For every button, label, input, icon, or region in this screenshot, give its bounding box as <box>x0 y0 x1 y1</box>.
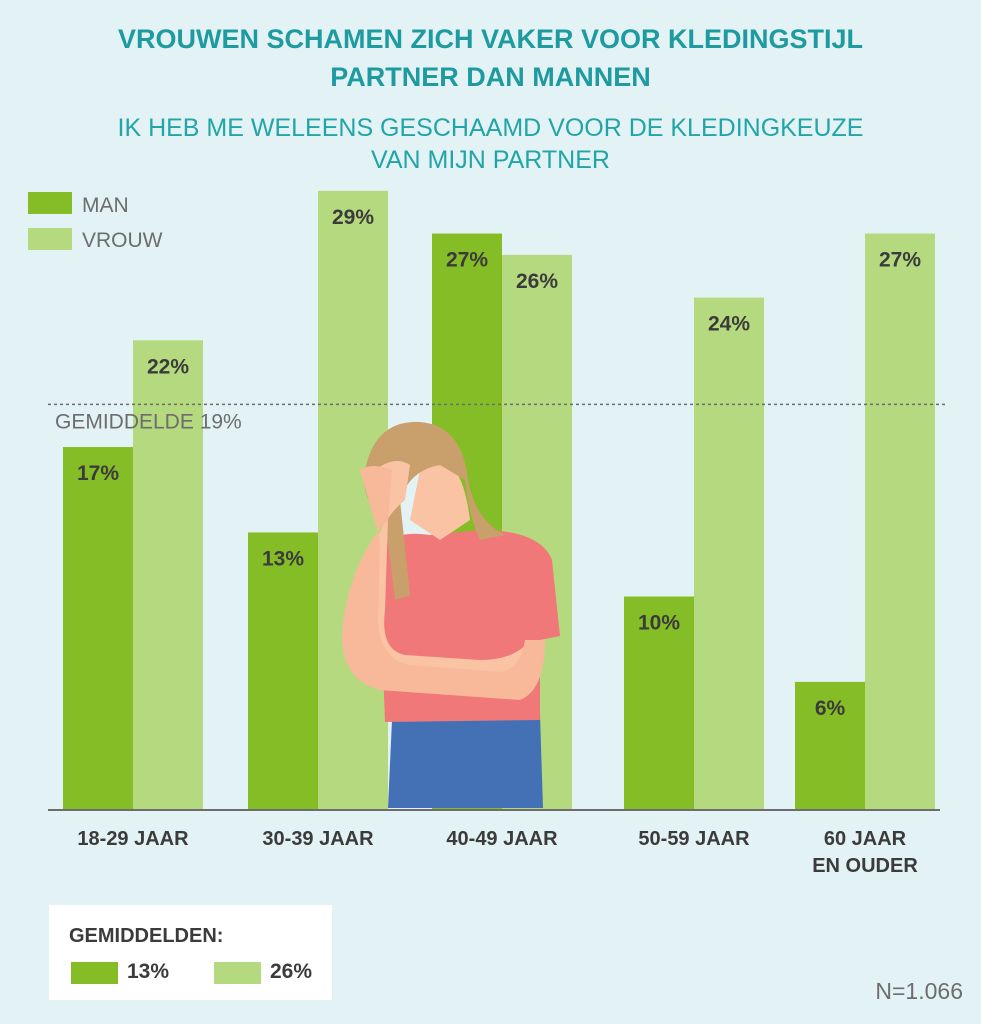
x-tick-label: 18-29 JAAR <box>77 828 189 850</box>
chart-title: VROUWEN SCHAMEN ZICH VAKER VOOR KLEDINGS… <box>0 20 981 96</box>
bar-value-label: 6% <box>815 697 846 720</box>
title-line-2: PARTNER DAN MANNEN <box>330 62 651 92</box>
x-tick-label: 30-39 JAAR <box>262 828 374 850</box>
legend-label-vrouw: VROUW <box>82 229 163 252</box>
average-swatch-vrouw <box>214 962 261 984</box>
legend-label-man: MAN <box>82 194 129 217</box>
averages-title: GEMIDDELDEN: <box>69 925 224 947</box>
averages-box: GEMIDDELDEN: 13% 26% <box>49 905 332 1000</box>
bar-man-5 <box>795 681 865 810</box>
x-tick-label: 60 JAAR <box>824 828 907 850</box>
bar-value-label: 10% <box>638 612 680 635</box>
average-vrouw-value: 26% <box>270 960 313 983</box>
bar-vrouw-5 <box>865 233 935 811</box>
average-man-value: 13% <box>127 960 170 983</box>
bar-value-label: 13% <box>262 547 304 570</box>
legend: MAN VROUW <box>28 192 163 252</box>
bar-man-1 <box>63 447 133 810</box>
ashamed-woman-illustration <box>341 421 560 808</box>
legend-swatch-vrouw <box>28 228 72 250</box>
bar-vrouw-1 <box>133 340 203 810</box>
bar-man-4 <box>624 596 694 810</box>
bar-value-label: 26% <box>516 270 558 293</box>
sample-size: N=1.066 <box>875 978 963 1004</box>
average-swatch-man <box>71 962 118 984</box>
title-line-1: VROUWEN SCHAMEN ZICH VAKER VOOR KLEDINGS… <box>117 24 864 54</box>
chart-subtitle: IK HEB ME WELEENS GESCHAAMD VOOR DE KLED… <box>0 112 981 176</box>
bar-man-2 <box>248 532 318 810</box>
bar-value-label: 27% <box>446 249 488 272</box>
bar-value-label: 17% <box>77 462 119 485</box>
subtitle-line-2: VAN MIJN PARTNER <box>371 146 610 174</box>
legend-swatch-man <box>28 192 72 214</box>
x-tick-label: 50-59 JAAR <box>638 828 750 850</box>
bar-value-label: 29% <box>332 206 374 229</box>
bar-value-label: 22% <box>147 355 189 378</box>
average-label: GEMIDDELDE 19% <box>55 410 242 433</box>
bar-value-label: 24% <box>708 313 750 336</box>
subtitle-line-1: IK HEB ME WELEENS GESCHAAMD VOOR DE KLED… <box>117 114 864 142</box>
x-tick-label: EN OUDER <box>812 855 918 877</box>
x-tick-label: 40-49 JAAR <box>446 828 558 850</box>
bar-value-label: 27% <box>879 249 921 272</box>
bar-vrouw-4 <box>694 297 764 811</box>
